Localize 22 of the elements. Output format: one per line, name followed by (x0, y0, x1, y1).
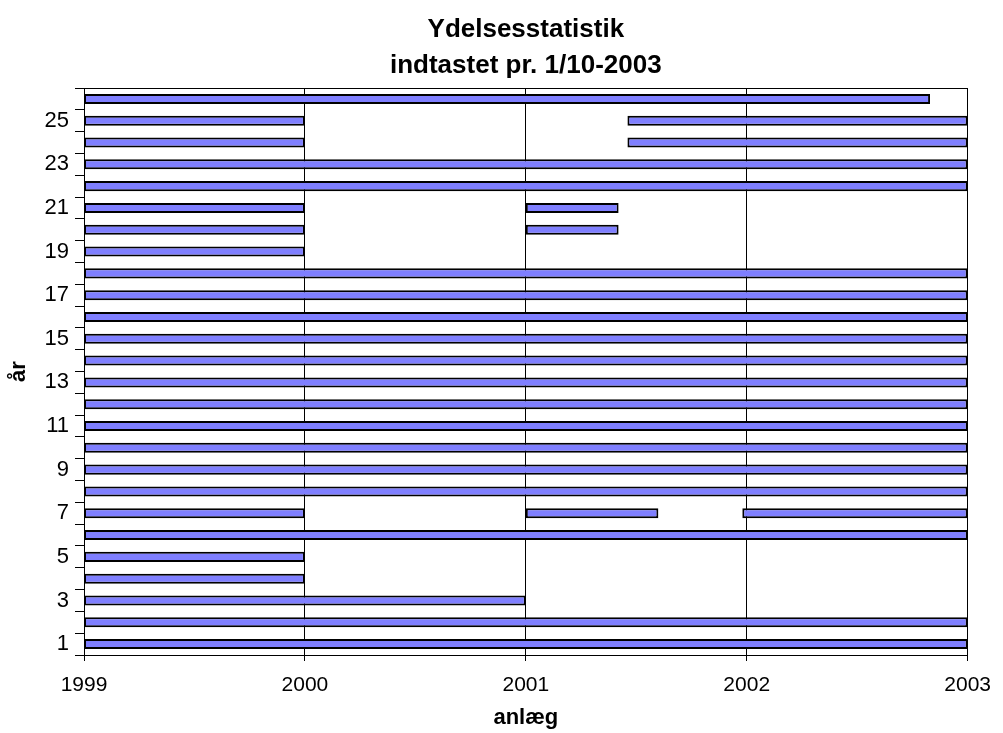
x-tick-label: 2002 (723, 672, 771, 696)
y-tick-label: 11 (46, 412, 69, 438)
x-tick-label: 2003 (944, 672, 991, 696)
y-tick-label: 19 (44, 237, 69, 263)
x-tick-label: 2000 (281, 672, 329, 696)
y-tick-label: 7 (56, 499, 69, 525)
chart-title: Ydelsesstatistik (427, 13, 625, 43)
y-tick-label: 23 (44, 150, 69, 176)
y-tick-label: 21 (44, 194, 69, 219)
y-tick-label: 1 (56, 630, 69, 656)
y-tick-label: 17 (44, 281, 69, 307)
y-tick-label: 9 (56, 455, 69, 481)
y-axis-title: år (5, 360, 31, 382)
y-tick-label: 5 (56, 542, 69, 568)
x-tick-label: 1999 (60, 672, 108, 696)
y-tick-label: 15 (44, 324, 69, 350)
chart-subtitle: indtastet pr. 1/10-2003 (389, 49, 662, 79)
x-axis-title: anlæg (493, 703, 559, 729)
y-tick-label: 3 (56, 586, 69, 612)
x-tick-label: 2001 (502, 672, 550, 696)
y-tick-label: 25 (44, 106, 69, 132)
y-tick-label: 13 (44, 368, 69, 394)
